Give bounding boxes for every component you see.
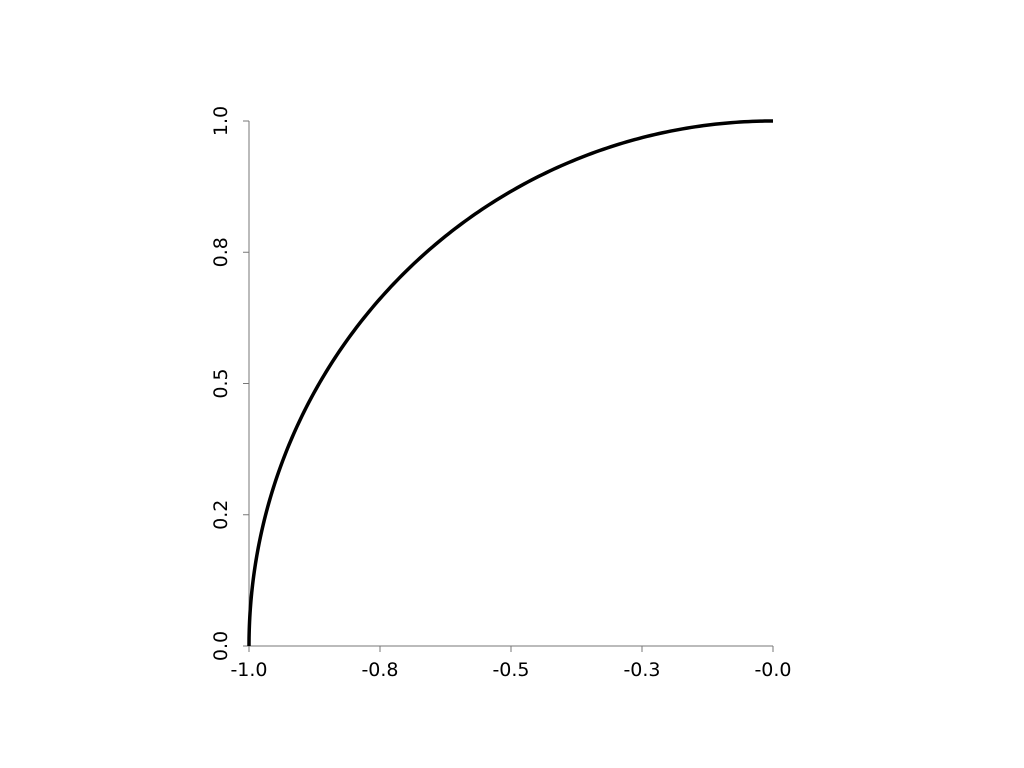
x-tick-label: -1.0 <box>230 659 267 681</box>
y-tick-label: 1.0 <box>210 106 232 136</box>
x-tick-label: -0.3 <box>623 659 660 681</box>
y-tick-label: 0.2 <box>210 500 232 530</box>
x-tick-label: -0.8 <box>361 659 398 681</box>
series-line <box>247 119 774 647</box>
y-tick-label: 0.8 <box>210 237 232 267</box>
x-tick-label: -0.5 <box>492 659 529 681</box>
y-tick-label: 0.5 <box>210 368 232 398</box>
x-tick-label: -0.0 <box>754 659 791 681</box>
y-tick-label: 0.0 <box>210 631 232 661</box>
